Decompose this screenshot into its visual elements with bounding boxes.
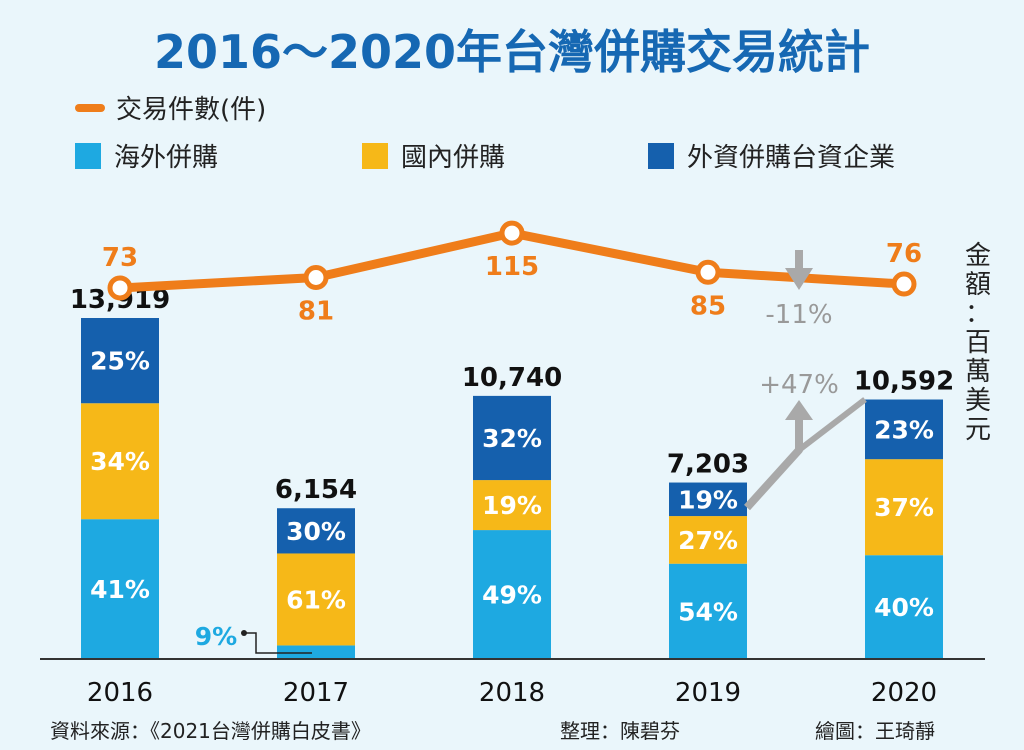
bar-segment-2017-s1 [277,553,355,646]
leader-line-2017 [244,632,312,654]
legend-line-swatch [75,104,105,112]
bar-label-2016-s1: 34% [90,447,150,476]
x-tick-2020: 2020 [871,678,937,708]
x-tick-2018: 2018 [479,678,545,708]
bar-label-2017-s2: 30% [286,517,346,546]
unit-char-3: 百 [965,328,991,358]
count-label-2016: 73 [102,243,138,273]
bar-label-2020-s2: 23% [874,415,934,444]
bar-label-2016-s0: 41% [90,575,150,604]
x-tick-labels: 2016 2017 2018 2019 2020 [87,678,937,708]
bar-total-2018: 10,740 [462,363,562,393]
count-label-2018: 115 [485,252,539,282]
bar-segment-2020-s2 [865,399,943,460]
x-tick-2016: 2016 [87,678,153,708]
unit-char-1: 額 [965,270,991,300]
x-tick-2019: 2019 [675,678,741,708]
bar-label-2020-s1: 37% [874,493,934,522]
legend-swatch-foreign [648,143,674,169]
bar-label-2019-s0: 54% [678,597,738,626]
bar-segment-2019-s2 [669,482,747,517]
legend-line-label: 交易件數(件) [116,95,266,125]
bar-segment-2018-s2 [473,395,551,481]
bar-total-2017: 6,154 [275,475,357,505]
footer-source: 資料來源：《2021台灣併購白皮書》 [50,719,371,743]
up-arrow-icon [785,400,813,420]
count-point-2016 [107,275,133,301]
bar-segment-2017-s0 [277,645,355,659]
unit-char-2: ： [965,299,991,329]
x-tick-2017: 2017 [283,678,349,708]
count-line-group: 73 81 115 85 76 [102,220,922,327]
bar-segment-2016-s2 [81,318,159,404]
bar-total-2019: 7,203 [667,450,749,480]
count-label-2019: 85 [690,291,726,321]
count-label-2020: 76 [886,239,922,269]
bar-total-2020: 10,592 [854,367,954,397]
bar-label-2020-s0: 40% [874,593,934,622]
chart-title: 2016～2020年台灣併購交易統計 [154,25,870,79]
annotations: -11% +47% [744,250,867,511]
bar-label-2017-s1: 61% [286,585,346,614]
footer-editor: 整理：陳碧芬 [560,719,680,743]
count-label-2017: 81 [298,297,334,327]
count-point-2017 [303,265,329,291]
bar-segment-2019-s0 [669,563,747,659]
legend-label-foreign: 外資併購台資企業 [687,143,895,173]
bar-segment-2019-s1 [669,516,747,564]
count-point-2018 [499,220,525,246]
unit-label: 金 額 ： 百 萬 美 元 [965,241,991,445]
bar-segment-2018-s0 [473,530,551,659]
legend-swatch-domestic [362,143,388,169]
legend-label-overseas: 海外併購 [114,143,218,173]
bar-segment-2018-s1 [473,480,551,531]
leader-dot-2017 [241,630,247,636]
bar-label-2019-s2: 19% [678,485,738,514]
bar-label-2017-s0: 9% [195,622,237,651]
bars-group: 41%34%25%13,9199%61%30%6,15449%19%32%10,… [70,285,954,659]
down-arrow-icon [785,250,813,290]
legend-label-domestic: 國內併購 [401,143,505,173]
bar-segment-2016-s0 [81,519,159,659]
bar-label-2018-s1: 19% [482,491,542,520]
count-point-2020 [891,271,917,297]
amount-change-label: +47% [759,370,839,400]
bar-segment-2020-s1 [865,459,943,556]
count-point-2019 [695,259,721,285]
up-arrow-path [744,410,803,511]
bar-segment-2020-s0 [865,555,943,659]
footer-illustrator: 繪圖：王琦靜 [815,719,935,743]
bar-label-2016-s2: 25% [90,347,150,376]
legend: 交易件數(件) 海外併購 國內併購 外資併購台資企業 [75,95,895,173]
legend-swatch-overseas [75,143,101,169]
unit-char-4: 萬 [965,357,991,387]
unit-char-5: 美 [965,386,991,416]
unit-char-6: 元 [965,415,991,445]
unit-char-0: 金 [965,241,991,271]
bar-segment-2016-s1 [81,403,159,520]
up-arrow-connector [797,397,867,453]
bar-segment-2017-s2 [277,508,355,554]
bar-label-2019-s1: 27% [678,526,738,555]
bar-label-2018-s2: 32% [482,424,542,453]
count-change-label: -11% [765,300,832,330]
bar-label-2018-s0: 49% [482,581,542,610]
